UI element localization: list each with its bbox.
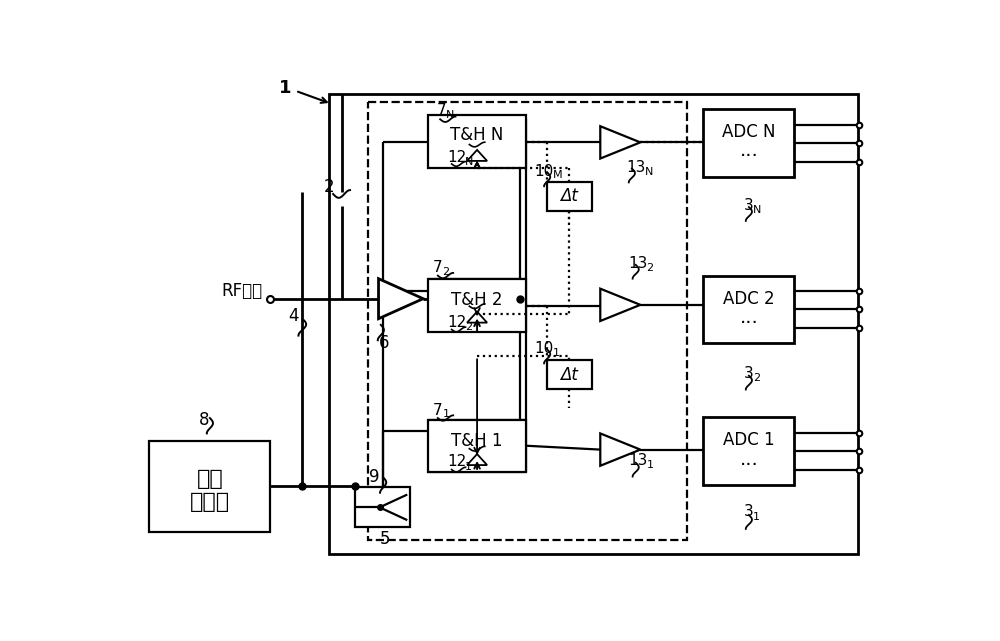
Text: 2: 2 bbox=[753, 373, 760, 383]
Text: N: N bbox=[446, 110, 454, 120]
Text: 2: 2 bbox=[646, 263, 654, 273]
Text: 13: 13 bbox=[628, 453, 647, 468]
Bar bbox=[149, 441, 270, 532]
Text: 10: 10 bbox=[534, 164, 553, 179]
Bar bbox=[329, 94, 858, 554]
Bar bbox=[428, 115, 526, 168]
Bar bbox=[547, 360, 592, 389]
Text: 激光器: 激光器 bbox=[190, 492, 230, 512]
Text: 7: 7 bbox=[433, 260, 443, 276]
Text: 5: 5 bbox=[380, 530, 391, 548]
Bar bbox=[703, 417, 794, 485]
Text: 1: 1 bbox=[646, 460, 653, 470]
Bar bbox=[355, 487, 410, 528]
Bar bbox=[368, 101, 687, 540]
Text: ADC N: ADC N bbox=[722, 123, 776, 142]
Polygon shape bbox=[379, 279, 423, 319]
Text: 1: 1 bbox=[465, 462, 472, 472]
Text: 1: 1 bbox=[553, 347, 560, 358]
Text: M: M bbox=[553, 171, 562, 181]
Text: 7: 7 bbox=[433, 403, 443, 418]
Text: T&H 2: T&H 2 bbox=[451, 291, 503, 309]
Bar bbox=[703, 109, 794, 177]
Text: ADC 2: ADC 2 bbox=[723, 290, 775, 308]
Text: N: N bbox=[645, 167, 653, 177]
Text: ...: ... bbox=[740, 308, 758, 328]
Text: 2: 2 bbox=[442, 267, 450, 277]
Text: Δt: Δt bbox=[561, 366, 578, 384]
Polygon shape bbox=[467, 454, 487, 465]
Text: N: N bbox=[753, 205, 761, 215]
Text: ...: ... bbox=[740, 450, 758, 469]
Text: 13: 13 bbox=[628, 256, 647, 271]
Text: 8: 8 bbox=[199, 411, 210, 429]
Polygon shape bbox=[600, 126, 640, 158]
Text: T&H 1: T&H 1 bbox=[451, 432, 503, 450]
Polygon shape bbox=[467, 150, 487, 161]
Text: 12: 12 bbox=[447, 315, 466, 330]
Text: Δt: Δt bbox=[561, 187, 578, 205]
Text: 7: 7 bbox=[436, 103, 446, 119]
Text: 12: 12 bbox=[447, 454, 466, 469]
Polygon shape bbox=[600, 288, 640, 321]
Text: 2: 2 bbox=[324, 178, 335, 196]
Text: 10: 10 bbox=[534, 341, 553, 356]
Text: ...: ... bbox=[740, 140, 758, 160]
Text: 4: 4 bbox=[288, 306, 298, 324]
Text: 2: 2 bbox=[465, 322, 472, 332]
Text: 1: 1 bbox=[753, 512, 760, 522]
Bar bbox=[428, 420, 526, 472]
Text: 3: 3 bbox=[744, 198, 753, 213]
Bar bbox=[428, 279, 526, 332]
Polygon shape bbox=[467, 312, 487, 322]
Text: 1: 1 bbox=[279, 79, 292, 97]
Text: 13: 13 bbox=[626, 160, 646, 174]
Text: T&H N: T&H N bbox=[450, 126, 504, 144]
Text: 12: 12 bbox=[447, 149, 466, 165]
Polygon shape bbox=[600, 433, 640, 466]
Text: 1: 1 bbox=[442, 409, 449, 419]
Text: 3: 3 bbox=[744, 366, 753, 381]
Text: 6: 6 bbox=[379, 333, 389, 351]
Text: 3: 3 bbox=[744, 504, 753, 519]
Text: N: N bbox=[465, 156, 473, 167]
Text: 锁模: 锁模 bbox=[197, 469, 223, 489]
Bar bbox=[547, 183, 592, 211]
Text: ADC 1: ADC 1 bbox=[723, 431, 775, 449]
Text: 9: 9 bbox=[369, 469, 379, 487]
Bar bbox=[703, 276, 794, 344]
Text: RF输入: RF输入 bbox=[221, 282, 262, 300]
